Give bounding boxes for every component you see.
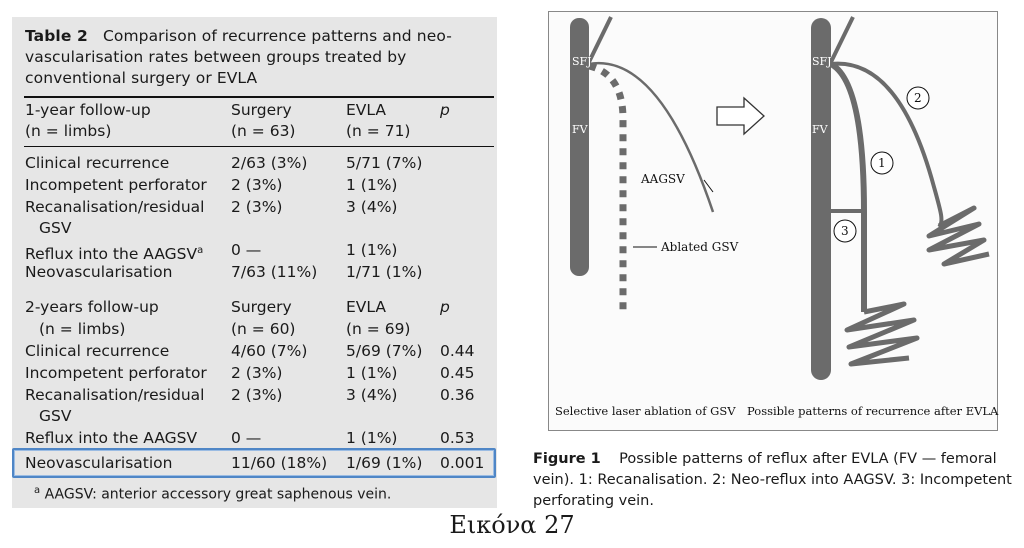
fv-right-branch [829, 16, 855, 63]
s2-row3-surgery: 2 (3%) [231, 386, 283, 404]
marker-3-label: 3 [841, 224, 849, 238]
fig-bottom-left-caption: Selective laser ablation of GSV [555, 404, 736, 418]
s2-row3-label-cont: GSV [39, 407, 72, 425]
reflux-diagram: SFJ FV AAGSV Ablated GSV SFJ FV 1 2 3 Se… [555, 16, 999, 418]
s1-row2-surgery: 2 (3%) [231, 176, 283, 194]
table-top-rule [24, 96, 494, 98]
s2-row3-label: Recanalisation/residual [25, 386, 205, 404]
s1-row4-evla: 1 (1%) [346, 241, 398, 259]
s2-row1-label: Clinical recurrence [25, 342, 170, 360]
table-bottom-rule [24, 475, 494, 476]
s2-header-evla: EVLA [346, 298, 386, 316]
pattern2-curve [830, 61, 944, 229]
s1-row3-label: Recanalisation/residual [25, 198, 205, 216]
s1-sub-label: (n = limbs) [25, 122, 112, 140]
figure-caption-text: Possible patterns of reflux after EVLA (… [533, 451, 1012, 509]
transition-arrow-icon [716, 96, 765, 136]
table-caption-label: Table 2 [25, 27, 88, 45]
s2-row4-surgery: 0 — [231, 429, 262, 447]
s2-row5-label: Neovascularisation [25, 454, 173, 472]
marker-2-label: 2 [914, 91, 922, 105]
marker-1-label: 1 [878, 156, 886, 170]
s1-row5-surgery: 7/63 (11%) [231, 263, 318, 281]
highlight-selection-box [12, 448, 496, 478]
s2-sub-evla: (n = 69) [346, 320, 411, 338]
s1-row3-evla: 3 (4%) [346, 198, 398, 216]
s1-header-rule [24, 146, 494, 147]
s1-row1-label: Clinical recurrence [25, 154, 170, 172]
s1-row5-evla: 1/71 (1%) [346, 263, 423, 281]
s2-row3-p: 0.36 [440, 386, 475, 404]
s2-row1-evla: 5/69 (7%) [346, 342, 423, 360]
s1-sub-surgery: (n = 63) [231, 122, 296, 140]
s1-row3-surgery: 2 (3%) [231, 198, 283, 216]
s2-header-surgery: Surgery [231, 298, 292, 316]
fv-left-label: FV [572, 123, 589, 136]
s1-header-p: p [440, 101, 450, 119]
table-caption: Table 2 Comparison of recurrence pattern… [25, 26, 487, 89]
s1-row1-evla: 5/71 (7%) [346, 154, 423, 172]
s2-row1-surgery: 4/60 (7%) [231, 342, 308, 360]
s2-row2-evla: 1 (1%) [346, 364, 398, 382]
sfj-left-label: SFJ [572, 55, 592, 68]
marker-2 [906, 86, 930, 110]
marker-1 [870, 151, 894, 175]
s2-sub-label: (n = limbs) [39, 320, 126, 338]
fv-right-label: FV [812, 123, 829, 136]
figure-caption-label: Figure 1 [533, 451, 601, 467]
s1-sub-evla: (n = 71) [346, 122, 411, 140]
marker-3 [833, 219, 857, 243]
s1-row4-label-wrap: Reflux into the AAGSVa [25, 240, 203, 265]
s1-row2-label: Incompetent perforator [25, 176, 207, 194]
pattern1-vein [829, 61, 867, 312]
s1-row4-superscript: a [197, 245, 204, 256]
pattern2-coil [926, 205, 990, 267]
s2-sub-surgery: (n = 60) [231, 320, 296, 338]
s2-row5-p: 0.001 [440, 454, 485, 472]
s1-header-label: 1-year follow-up [25, 101, 151, 119]
s1-header-evla: EVLA [346, 101, 386, 119]
s1-row2-evla: 1 (1%) [346, 176, 398, 194]
ablated-gsv-dotted [588, 62, 627, 312]
s2-header-p: p [440, 298, 450, 316]
table-caption-text: Comparison of recurrence patterns and ne… [25, 27, 452, 87]
pattern1-coil [844, 301, 920, 367]
footnote-text: AAGSV: anterior accessory great saphenou… [44, 486, 392, 503]
s2-row3-evla: 3 (4%) [346, 386, 398, 404]
fv-left-branch [587, 16, 613, 63]
fv-right-vein [811, 18, 831, 380]
s1-row3-label-cont: GSV [39, 219, 72, 237]
footnote-mark: a [34, 485, 41, 496]
s1-row1-surgery: 2/63 (3%) [231, 154, 308, 172]
s2-row2-surgery: 2 (3%) [231, 364, 283, 382]
s2-row2-p: 0.45 [440, 364, 475, 382]
aagsv-pointer-line [703, 179, 714, 193]
s2-row4-label: Reflux into the AAGSV [25, 429, 198, 447]
s2-row4-evla: 1 (1%) [346, 429, 398, 447]
fig-bottom-right-caption: Possible patterns of recurrence after EV… [747, 404, 999, 418]
fv-left-vein [570, 18, 589, 276]
s1-header-surgery: Surgery [231, 101, 292, 119]
s2-row1-p: 0.44 [440, 342, 475, 360]
sfj-right-label: SFJ [812, 55, 832, 68]
table-footnote: a AAGSV: anterior accessory great saphen… [34, 482, 391, 504]
aagsv-curve [588, 61, 715, 213]
figure-caption: Figure 1 Possible patterns of reflux aft… [533, 449, 1017, 512]
aagsv-label: AAGSV [640, 172, 685, 186]
s1-row5-label: Neovascularisation [25, 263, 173, 281]
slide-caption: Εικόνα 27 [449, 511, 575, 539]
s2-row2-label: Incompetent perforator [25, 364, 207, 382]
s2-row5-evla: 1/69 (1%) [346, 454, 423, 472]
s1-row4-label: Reflux into the AAGSV [25, 245, 198, 264]
figure-panel: SFJ FV AAGSV Ablated GSV SFJ FV 1 2 3 Se… [548, 11, 999, 431]
s2-row4-p: 0.53 [440, 429, 475, 447]
table-panel: Table 2 Comparison of recurrence pattern… [12, 17, 497, 508]
s2-row5-surgery: 11/60 (18%) [231, 454, 328, 472]
ablated-gsv-label: Ablated GSV [660, 240, 739, 254]
s2-header-label: 2-years follow-up [25, 298, 159, 316]
s1-row4-surgery: 0 — [231, 241, 262, 259]
